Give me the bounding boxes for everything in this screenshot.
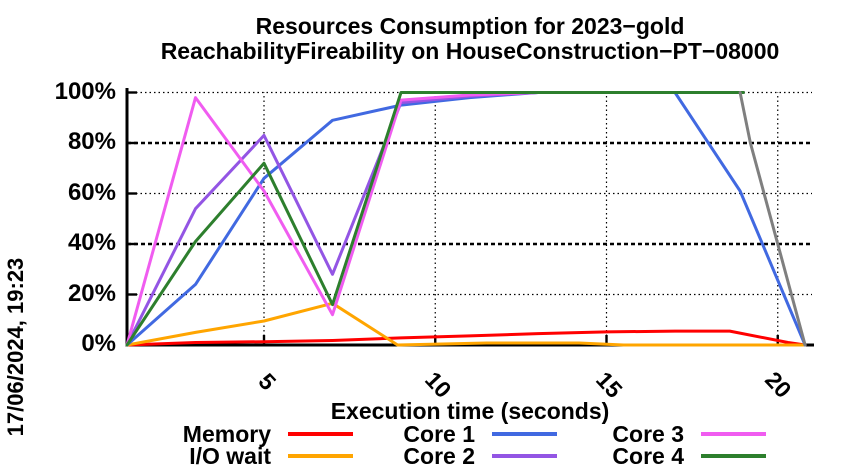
- y-tick-label-100: 100%: [54, 78, 116, 105]
- y-tick-label-0: 0%: [81, 330, 116, 357]
- legend-swatch-core3: [701, 432, 766, 436]
- y-tick-label-60: 60%: [67, 179, 116, 206]
- legend-item-memory: Memory: [151, 421, 353, 447]
- chart-title-line2: ReachabilityFireability on HouseConstruc…: [160, 38, 780, 64]
- legend-column-2: Core 1 Core 2: [355, 421, 557, 469]
- legend-label: Memory: [182, 421, 271, 447]
- legend-swatch-core1: [492, 432, 557, 436]
- chart-title-line1: Resources Consumption for 2023−gold: [255, 13, 685, 39]
- legend-item-core2: Core 2: [355, 443, 557, 469]
- legend-swatch-core2: [492, 454, 557, 458]
- legend-swatch-memory: [288, 432, 353, 436]
- series-line-core-1: [125, 91, 807, 347]
- chart-legend: Memory I/O wait Core 1 Core 2 Core 3: [0, 423, 850, 471]
- series-line-core-4: [125, 91, 745, 347]
- legend-column-3: Core 3 Core 4: [564, 421, 766, 469]
- legend-item-core4: Core 4: [564, 443, 766, 469]
- legend-label: Core 2: [403, 443, 475, 469]
- y-tick-label-40: 40%: [67, 229, 116, 256]
- series-line-gray-6: [738, 91, 807, 347]
- x-axis-title: Execution time (seconds): [330, 398, 610, 424]
- legend-item-core1: Core 1: [355, 421, 557, 447]
- legend-label: I/O wait: [189, 443, 271, 469]
- chart-title: Resources Consumption for 2023−gold Reac…: [90, 14, 850, 64]
- legend-swatch-io-wait: [288, 454, 353, 458]
- y-tick-label-80: 80%: [67, 128, 116, 155]
- series-line-memory: [125, 329, 807, 347]
- legend-column-1: Memory I/O wait: [151, 421, 353, 469]
- legend-swatch-core4: [701, 454, 766, 458]
- legend-label: Core 4: [612, 443, 684, 469]
- legend-item-io-wait: I/O wait: [151, 443, 353, 469]
- y-tick-label-20: 20%: [67, 280, 116, 307]
- series-line-i-o-wait: [125, 301, 807, 347]
- legend-label: Core 1: [403, 421, 475, 447]
- legend-label: Core 3: [612, 421, 684, 447]
- legend-item-core3: Core 3: [564, 421, 766, 447]
